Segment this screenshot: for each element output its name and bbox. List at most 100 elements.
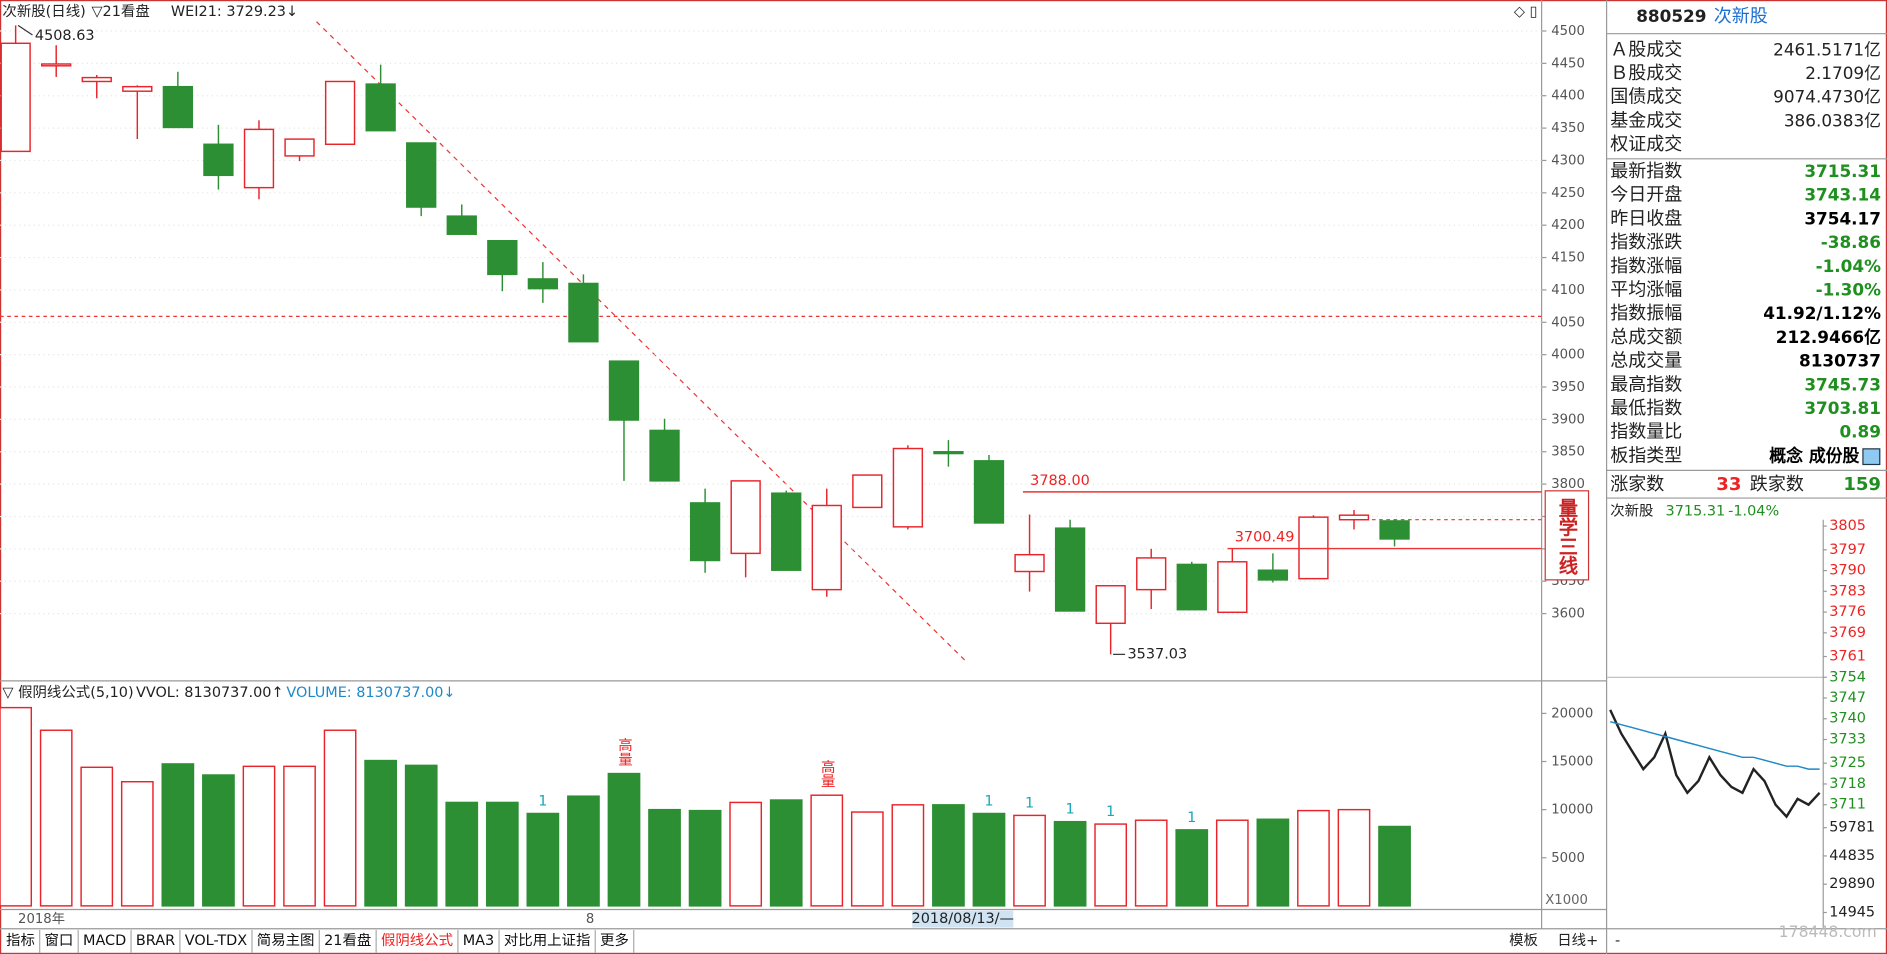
turnover-value: 386.0383亿 [1784, 110, 1881, 130]
toolbar-button[interactable]: 模板 [1509, 932, 1538, 949]
candle-body [852, 474, 883, 509]
toolbar-tab[interactable]: MA3 [463, 933, 495, 949]
chart-title: 次新股(日线) [2, 3, 85, 20]
candle-body [365, 83, 396, 132]
y-tick-label: 3790 [1829, 563, 1866, 579]
volume-bar [1297, 809, 1330, 907]
candle-body [892, 447, 924, 528]
volume-bar [769, 799, 803, 907]
candle-body [446, 215, 477, 235]
volume-bar [323, 729, 357, 907]
candle-body [649, 429, 680, 482]
volume-note: 1 [1025, 795, 1034, 811]
toolbar-tab[interactable]: VOL-TDX [185, 933, 248, 949]
y-tick-label: 5000 [1551, 851, 1585, 866]
candle-body [1379, 520, 1410, 540]
stat-value: 3743.14 [1804, 185, 1881, 205]
panel-code: 880529 [1636, 6, 1706, 26]
window-buttons[interactable]: ◇ ▯ [1514, 4, 1538, 20]
candle-body [1338, 514, 1370, 521]
indicator-value: WEI21: 3729.23↓ [171, 4, 298, 20]
candle-body [1095, 585, 1126, 625]
y-tick-label: 10000 [1551, 803, 1593, 818]
y-tick-label: 4200 [1551, 218, 1585, 233]
volume-bar [364, 759, 398, 907]
y-tick-label: 29890 [1829, 876, 1875, 892]
volume-note: 1 [1187, 810, 1196, 826]
y-tick-label: 3718 [1829, 776, 1866, 792]
candle-body [1014, 553, 1045, 573]
stat-label: 最新指数 [1610, 161, 1682, 182]
y-tick-label: 3754 [1829, 669, 1866, 685]
toolbar-tab[interactable]: 指标 [6, 932, 35, 949]
toolbar-tab[interactable]: 简易主图 [257, 932, 315, 949]
volume-note: 高量 [819, 759, 835, 788]
y-tick-label: 3761 [1829, 649, 1866, 665]
toolbar-tab[interactable]: 更多 [600, 932, 629, 949]
turnover-label: Ｂ股成交 [1610, 63, 1682, 84]
mini-change: -1.04% [1728, 503, 1779, 519]
candle-body [41, 63, 72, 67]
high-pointer [17, 24, 33, 36]
y-tick-label: 4150 [1551, 251, 1585, 266]
volume-bar [1175, 829, 1209, 907]
volume-bar [1337, 808, 1371, 907]
y-tick-label: 3711 [1829, 797, 1866, 813]
candle-body [162, 85, 194, 129]
volume-bar [729, 801, 763, 907]
stat-value: -1.30% [1816, 280, 1882, 300]
badge-box [1544, 490, 1590, 581]
stat-value: 概念 成份股 [1769, 445, 1859, 465]
cursor-date: 2018/08/13/— [912, 911, 1014, 927]
mini-title: 次新股 [1610, 502, 1653, 519]
y-tick-label: 4350 [1551, 121, 1585, 136]
candle-body [324, 80, 356, 145]
toolbar: 指标 窗口 MACD BRAR VOL-TDX 简易主图 21看盘 假阴线公式 MA3 对比用上证… [6, 929, 1620, 953]
volume-bar [648, 808, 681, 907]
mini-line [1610, 720, 1820, 770]
volume-bar [202, 774, 235, 907]
pane-title: ▽ 假阴线公式(5,10) [2, 684, 133, 701]
volume-bar [1053, 820, 1087, 907]
candle-body [1217, 561, 1248, 614]
candle-body [122, 85, 153, 92]
toolbar-button[interactable]: - [1615, 933, 1620, 949]
turnover-label: 国债成交 [1610, 87, 1682, 108]
y-tick-label: 3950 [1551, 380, 1585, 395]
stat-label: 指数量比 [1610, 422, 1682, 443]
y-tick-label: 3725 [1829, 755, 1866, 771]
candle-body [406, 142, 437, 208]
stat-value: 8130737 [1799, 351, 1881, 371]
candle-body [811, 504, 842, 591]
stat-label: 总成交量 [1610, 351, 1682, 372]
breadth-up-label: 涨家数 [1610, 474, 1664, 495]
toolbar-tab[interactable]: 对比用上证指 [504, 932, 591, 949]
trend-line [316, 21, 967, 663]
y-tick-label: 4250 [1551, 186, 1585, 201]
volume-bar [932, 804, 965, 907]
toolbar-tab[interactable]: 假阴线公式 [381, 932, 453, 949]
toolbar-tab[interactable]: 21看盘 [324, 931, 371, 949]
y-tick-label: 4400 [1551, 89, 1585, 104]
candle-body [730, 480, 761, 555]
y-tick-label: 3776 [1829, 604, 1866, 620]
toolbar-tab[interactable]: MACD [83, 933, 126, 949]
stat-value: 3754.17 [1804, 208, 1881, 228]
y-tick-label: 59781 [1829, 820, 1875, 836]
stat-value: 0.89 [1839, 422, 1881, 442]
stat-value: 3745.73 [1804, 374, 1881, 394]
toolbar-button[interactable]: + [1586, 933, 1598, 949]
stat-label: 今日开盘 [1610, 185, 1682, 206]
toolbar-button[interactable]: 日线 [1557, 932, 1586, 949]
panel-name: 次新股 [1714, 6, 1768, 27]
toolbar-tab[interactable]: BRAR [136, 933, 175, 949]
stat-label: 指数涨跌 [1610, 232, 1682, 253]
toolbar-tab[interactable]: 窗口 [45, 931, 74, 949]
y-tick-label: 14945 [1829, 904, 1875, 920]
stat-label: 最低指数 [1610, 398, 1682, 419]
y-tick-label: 4050 [1551, 315, 1585, 330]
volume-bar [810, 794, 844, 907]
stat-value: 3715.31 [1804, 161, 1881, 181]
